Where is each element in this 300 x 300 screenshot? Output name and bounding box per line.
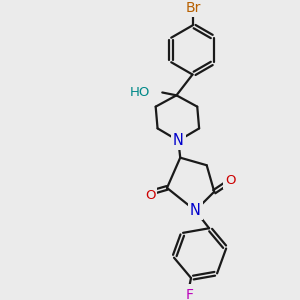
Text: O: O [145,189,155,202]
Text: Br: Br [186,2,201,15]
Text: O: O [225,174,236,187]
Text: HO: HO [130,86,150,99]
Text: N: N [190,203,201,218]
Text: N: N [173,133,184,148]
Text: F: F [185,288,193,300]
